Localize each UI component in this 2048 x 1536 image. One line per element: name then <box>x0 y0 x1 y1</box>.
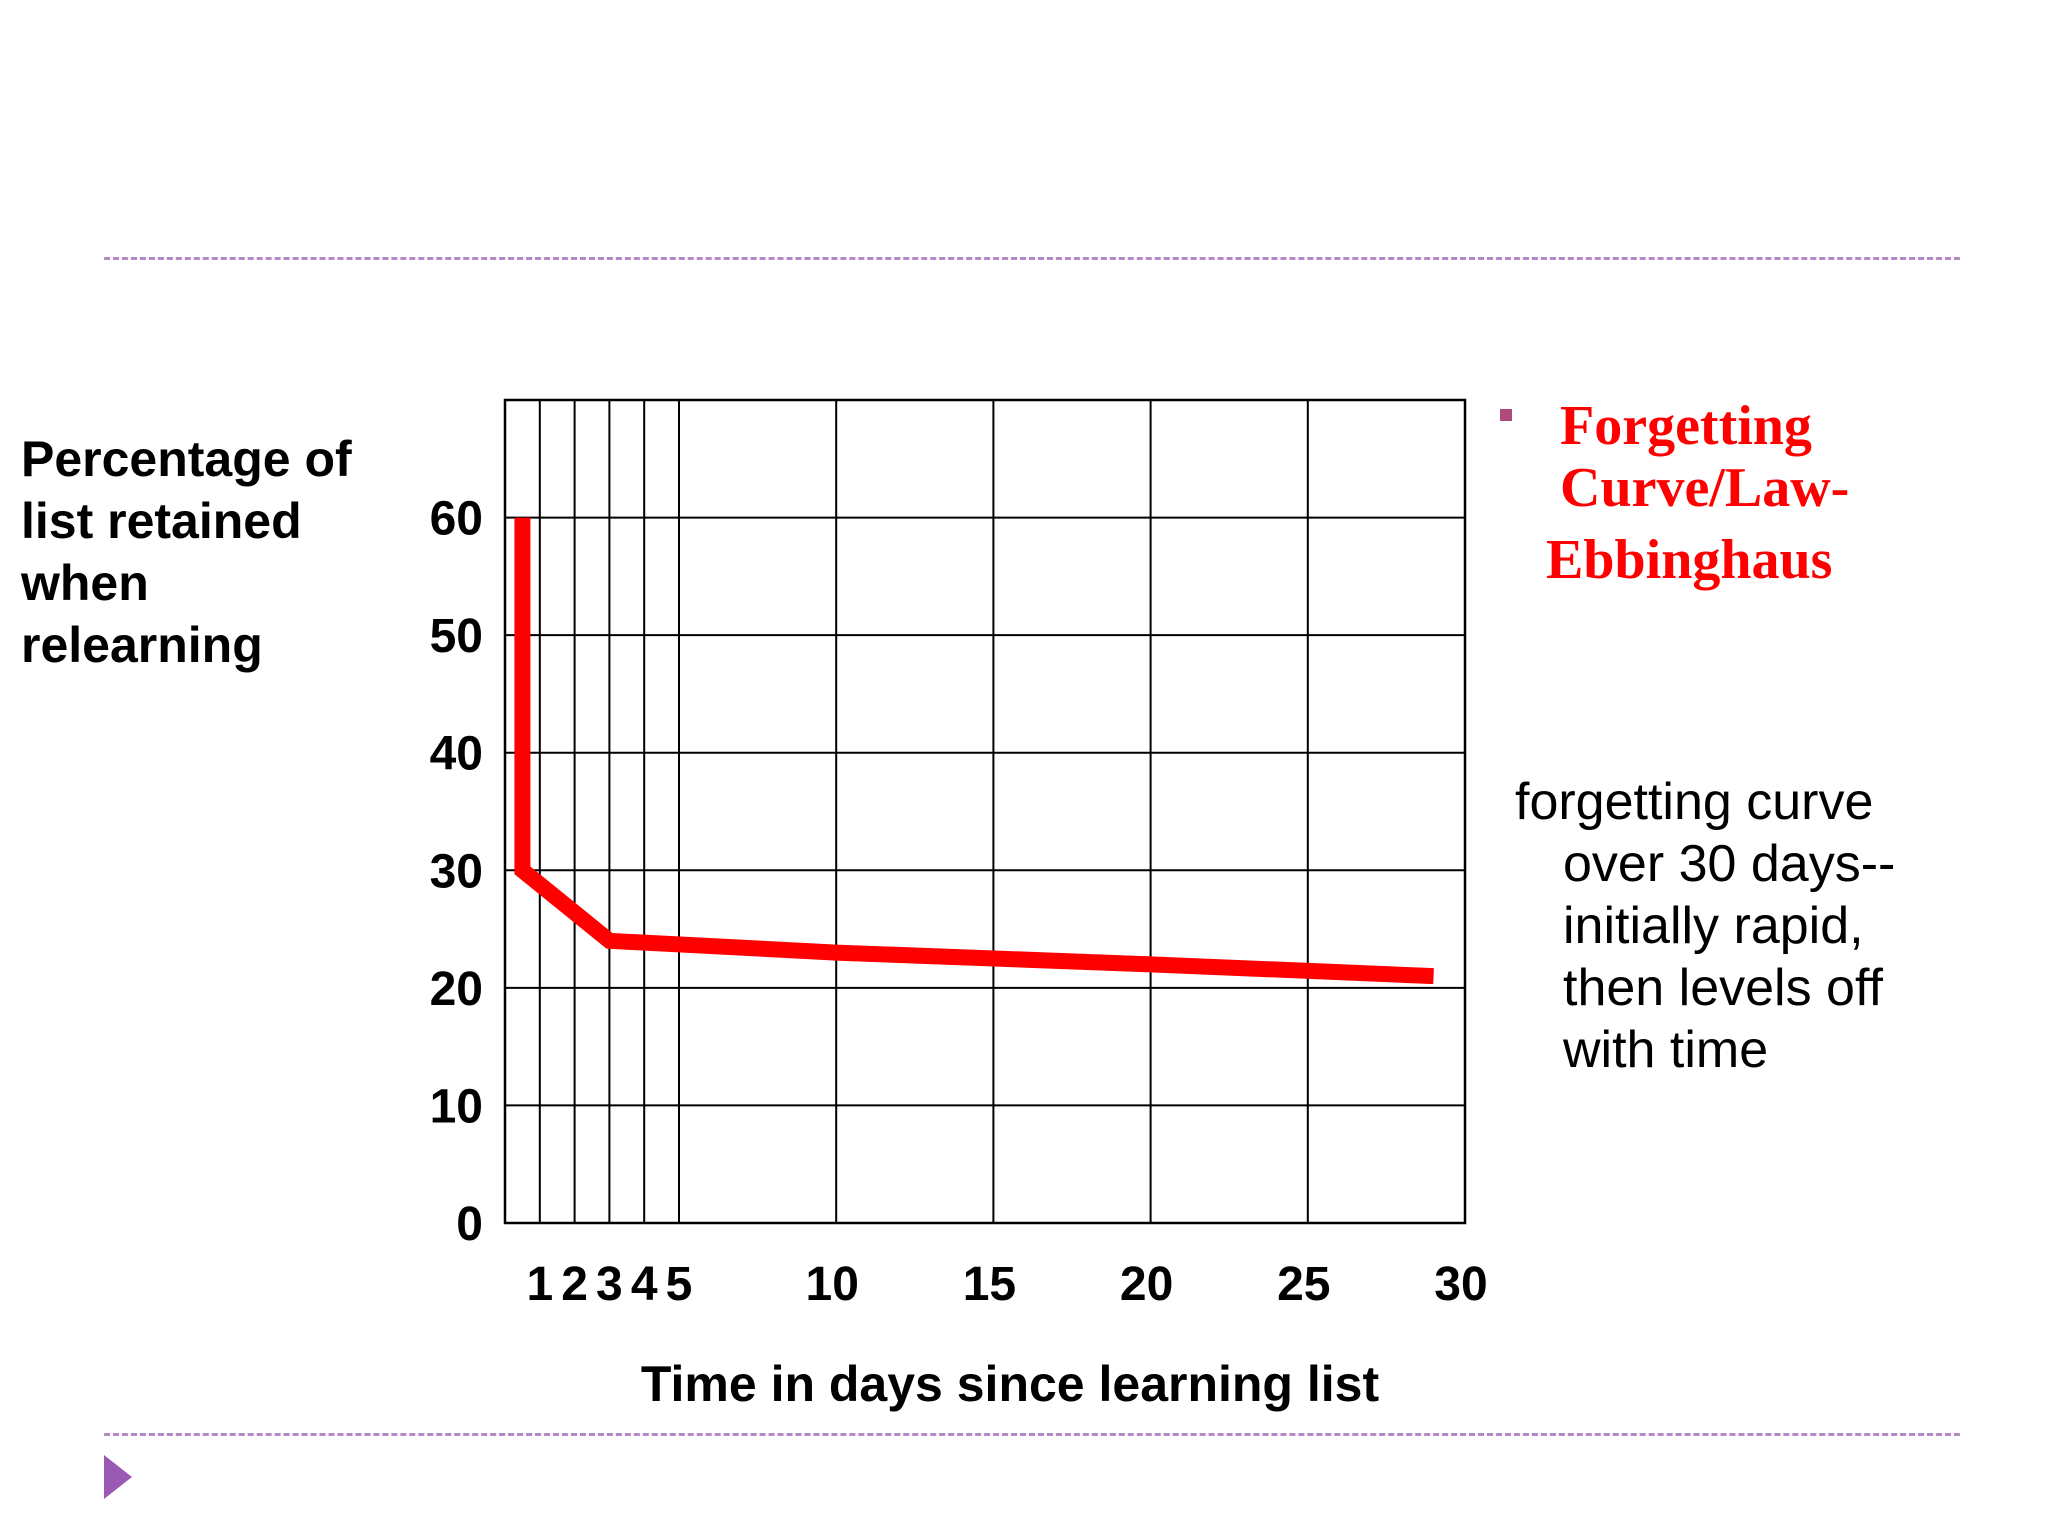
heading-line-1: Forgetting <box>1560 395 1812 457</box>
top-divider <box>104 257 1960 260</box>
description-line-2: over 30 days-- <box>1563 835 1896 893</box>
heading-line-2: Curve/Law- <box>1560 457 1850 519</box>
plot-frame <box>503 398 1467 1225</box>
x-tick-label-4: 4 <box>631 1258 658 1311</box>
x-tick-label-5: 5 <box>666 1258 693 1311</box>
y-title-line-3: when <box>21 555 149 611</box>
y-title-line-4: relearning <box>21 617 263 673</box>
description-line-1: forgetting curve <box>1515 773 1874 831</box>
y-tick-label-50: 50 <box>430 610 483 663</box>
x-tick-label-20: 20 <box>1120 1258 1173 1311</box>
y-axis-title: Percentage of list retained when relearn… <box>21 428 381 676</box>
y-title-line-1: Percentage of <box>21 431 352 487</box>
description-text: forgetting curve over 30 days-- initiall… <box>1515 771 2015 1081</box>
x-tick-label-15: 15 <box>963 1258 1016 1311</box>
y-tick-label-60: 60 <box>430 493 483 546</box>
description-line-3: initially rapid, <box>1563 897 1864 955</box>
description-line-5: with time <box>1563 1021 1769 1079</box>
y-tick-label-10: 10 <box>430 1080 483 1133</box>
slide-heading: Forgetting Curve/Law- Ebbinghaus <box>1546 395 2000 591</box>
description-line-4: then levels off <box>1563 959 1883 1017</box>
bullet-square-icon <box>1500 409 1512 421</box>
y-tick-label-0: 0 <box>456 1198 483 1251</box>
next-slide-arrow-icon[interactable] <box>104 1455 132 1499</box>
series-line-0 <box>514 517 1434 985</box>
x-axis-title: Time in days since learning list <box>640 1356 1380 1412</box>
y-title-line-2: list retained <box>21 493 302 549</box>
x-tick-label-30: 30 <box>1434 1258 1487 1311</box>
y-tick-label-30: 30 <box>430 845 483 898</box>
y-tick-label-20: 20 <box>430 963 483 1016</box>
x-tick-label-2: 2 <box>561 1258 588 1311</box>
bottom-divider <box>104 1433 1960 1436</box>
x-tick-label-10: 10 <box>806 1258 859 1311</box>
x-tick-label-3: 3 <box>596 1258 623 1311</box>
x-tick-label-25: 25 <box>1277 1258 1330 1311</box>
x-tick-label-1: 1 <box>526 1258 553 1311</box>
y-tick-label-40: 40 <box>430 728 483 781</box>
heading-line-3: Ebbinghaus <box>1546 529 1833 591</box>
